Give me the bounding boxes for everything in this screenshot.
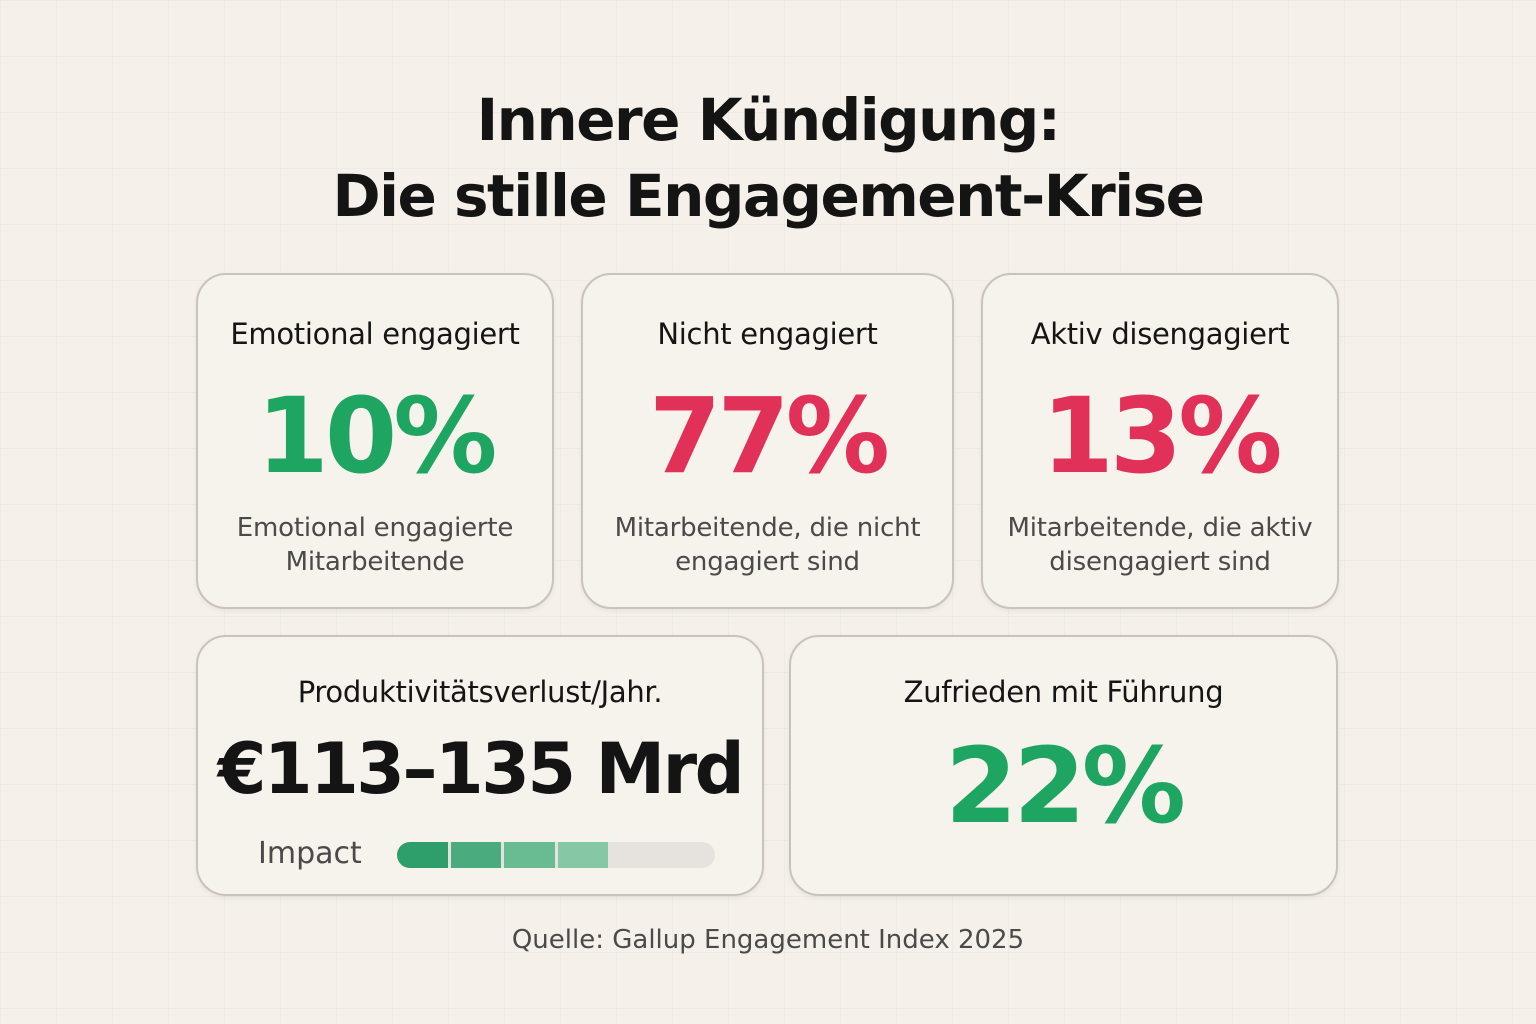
page-title: Innere Kündigung: Die stille Engagement-… [0, 82, 1536, 234]
card-title: Nicht engagiert [657, 317, 878, 351]
stat-value: 77% [649, 375, 890, 497]
stat-card-not-engaged: Nicht engagiert 77% Mitarbeitende, die n… [581, 273, 954, 609]
description-line: disengagiert sind [1049, 547, 1271, 577]
impact-segment [504, 842, 555, 868]
impact-segment [397, 842, 448, 868]
description-line: engagiert sind [675, 547, 860, 577]
stat-card-leadership-satisfaction: Zufrieden mit Führung 22% [789, 635, 1338, 896]
title-line-2: Die stille Engagement-Krise [332, 162, 1205, 230]
stat-description: Emotional engagierte Mitarbeitende [198, 511, 552, 579]
impact-segment [450, 842, 501, 868]
description-line: Emotional engagierte [236, 513, 514, 543]
card-title: Zufrieden mit Führung [903, 675, 1224, 709]
impact-label: Impact [258, 836, 362, 871]
stat-value: €113–135 Mrd [217, 728, 745, 810]
stat-value: 13% [1041, 375, 1283, 497]
stat-value: 22% [945, 725, 1186, 847]
stat-description: Mitarbeitende, die nicht engagiert sind [583, 511, 952, 579]
stat-card-productivity-loss: Produktivitätsverlust/Jahr. €113–135 Mrd… [196, 635, 764, 896]
description-line: Mitarbeitende [285, 547, 465, 577]
stat-card-emotional-engaged: Emotional engagiert 10% Emotional engagi… [196, 273, 554, 609]
description-line: Mitarbeitende, die nicht [614, 513, 921, 543]
impact-segment [557, 842, 608, 868]
card-title: Emotional engagiert [230, 317, 520, 351]
source-note: Quelle: Gallup Engagement Index 2025 [511, 925, 1025, 955]
card-title: Produktivitätsverlust/Jahr. [297, 675, 663, 709]
impact-bar [397, 842, 715, 868]
title-line-1: Innere Kündigung: [476, 86, 1061, 154]
description-line: Mitarbeitende, die aktiv [1007, 513, 1313, 543]
stat-value: 10% [256, 375, 498, 497]
stat-description: Mitarbeitende, die aktiv disengagiert si… [983, 511, 1337, 579]
stat-card-actively-disengaged: Aktiv disengagiert 13% Mitarbeitende, di… [981, 273, 1339, 609]
card-title: Aktiv disengagiert [1030, 317, 1290, 351]
